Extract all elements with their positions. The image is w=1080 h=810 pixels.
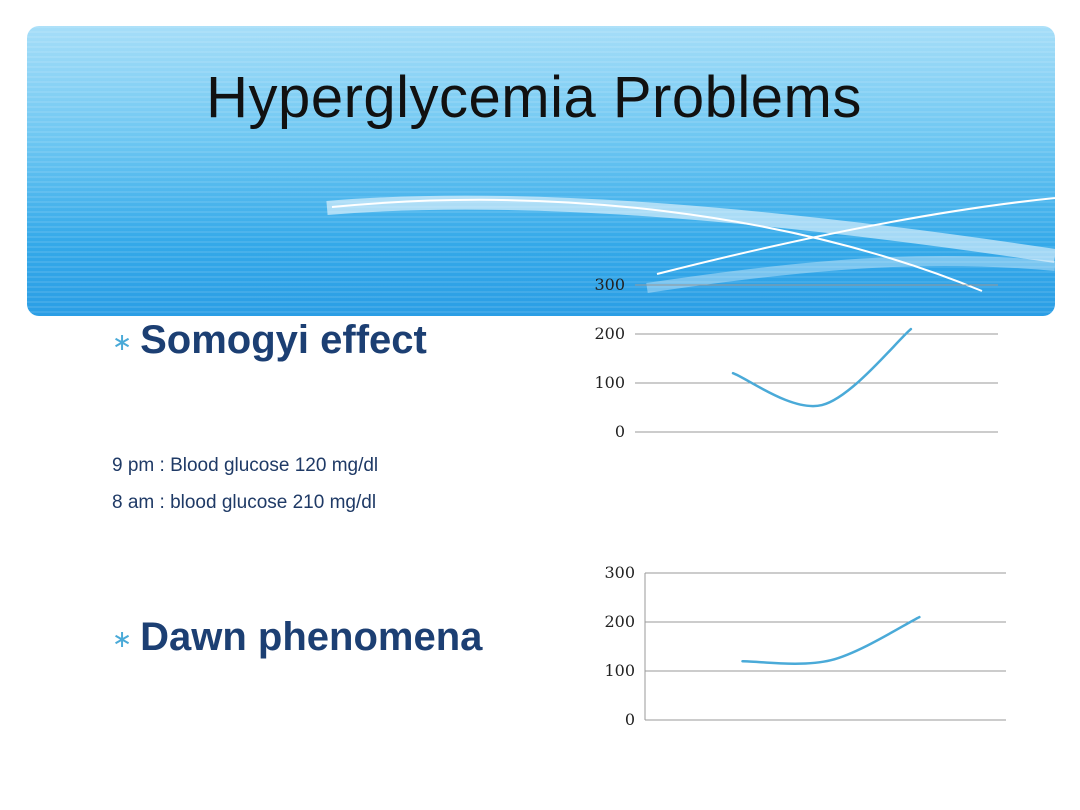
y-tick-label: 300 (594, 275, 625, 294)
series-line (731, 327, 913, 408)
series-line (741, 615, 921, 665)
bullet-label: Dawn phenomena (140, 615, 483, 659)
y-tick-label: 0 (615, 422, 625, 441)
slide-title: Hyperglycemia Problems (206, 65, 862, 130)
y-tick-label: 100 (604, 661, 635, 680)
note-9pm: 9 pm : Blood glucose 120 mg/dl (112, 455, 379, 476)
y-tick-label: 200 (604, 612, 635, 631)
dawn-chart: 0 100 200 300 (604, 563, 1006, 729)
y-tick-label: 100 (594, 373, 625, 392)
title-banner (27, 26, 1055, 316)
y-tick-label: 0 (625, 710, 635, 729)
asterisk-bullet-icon: ∗ (112, 328, 133, 356)
bullet-label: Somogyi effect (140, 318, 427, 362)
somogyi-chart: 0 100 200 300 (594, 275, 998, 441)
asterisk-bullet-icon: ∗ (112, 625, 133, 653)
y-tick-label: 200 (594, 324, 625, 343)
decorative-waves (326, 195, 1055, 293)
note-8am: 8 am : blood glucose 210 mg/dl (112, 492, 377, 513)
bullet-dawn-phenomena: ∗ Dawn phenomena (112, 615, 482, 660)
bullet-somogyi-effect: ∗ Somogyi effect (112, 318, 427, 363)
y-tick-label: 300 (604, 563, 635, 582)
